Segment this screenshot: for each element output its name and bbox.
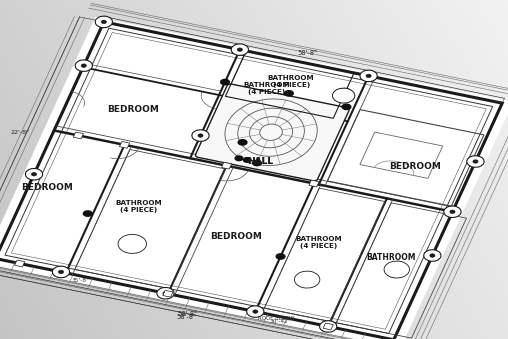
Bar xyxy=(163,290,173,297)
Circle shape xyxy=(467,156,484,167)
Circle shape xyxy=(295,271,320,288)
Text: 58'-8": 58'-8" xyxy=(176,314,196,320)
Circle shape xyxy=(101,20,106,24)
Circle shape xyxy=(231,44,248,55)
Circle shape xyxy=(81,64,86,67)
Text: BATHROOM
(4 PIECE): BATHROOM (4 PIECE) xyxy=(295,236,342,250)
Circle shape xyxy=(284,90,294,97)
Circle shape xyxy=(163,292,168,295)
Text: 22'-8": 22'-8" xyxy=(10,130,29,135)
Text: HALL: HALL xyxy=(247,157,273,166)
Circle shape xyxy=(234,155,243,161)
Bar xyxy=(5,28,493,334)
Text: BATHROOM
(4 PIECE): BATHROOM (4 PIECE) xyxy=(268,75,314,88)
Circle shape xyxy=(83,210,93,217)
Circle shape xyxy=(247,306,264,317)
Circle shape xyxy=(430,254,435,257)
Circle shape xyxy=(25,168,43,180)
Bar xyxy=(119,141,130,148)
Circle shape xyxy=(384,261,409,278)
Text: HALL: HALL xyxy=(247,157,273,166)
Circle shape xyxy=(473,160,478,163)
Text: BEDROOM: BEDROOM xyxy=(107,105,159,114)
Circle shape xyxy=(253,310,258,313)
Circle shape xyxy=(198,134,203,137)
Circle shape xyxy=(58,270,64,274)
Circle shape xyxy=(220,79,230,85)
Circle shape xyxy=(118,235,146,254)
Text: 58'-8": 58'-8" xyxy=(178,311,198,317)
Circle shape xyxy=(320,321,337,332)
Bar xyxy=(309,180,319,187)
Text: BATHROOM
(4 PIECE): BATHROOM (4 PIECE) xyxy=(115,200,162,213)
Circle shape xyxy=(275,253,285,260)
Text: BATHROOM: BATHROOM xyxy=(367,253,416,262)
Text: BEDROOM: BEDROOM xyxy=(21,183,73,192)
Bar xyxy=(11,33,486,329)
Circle shape xyxy=(252,160,262,166)
Bar xyxy=(15,260,25,267)
Text: 35'-8": 35'-8" xyxy=(72,278,90,283)
Circle shape xyxy=(95,16,112,28)
Bar xyxy=(75,149,226,289)
Circle shape xyxy=(192,130,209,141)
Circle shape xyxy=(75,60,92,72)
Circle shape xyxy=(366,74,371,78)
Circle shape xyxy=(332,88,355,103)
Bar xyxy=(73,132,83,139)
Circle shape xyxy=(237,48,242,51)
Bar xyxy=(360,132,443,178)
Text: BATHROOM
(4 PIECE): BATHROOM (4 PIECE) xyxy=(244,82,291,95)
Bar xyxy=(226,51,354,118)
Text: 58'-8": 58'-8" xyxy=(297,51,317,56)
Text: BEDROOM: BEDROOM xyxy=(389,162,440,171)
Circle shape xyxy=(424,250,441,261)
Circle shape xyxy=(243,157,252,163)
Bar xyxy=(327,109,484,206)
Text: 30'-42": 30'-42" xyxy=(269,319,291,324)
Circle shape xyxy=(444,206,461,218)
Text: BEDROOM: BEDROOM xyxy=(210,232,262,241)
Bar xyxy=(323,323,333,330)
Circle shape xyxy=(450,210,455,214)
FancyBboxPatch shape xyxy=(196,84,349,181)
Circle shape xyxy=(31,173,37,176)
Circle shape xyxy=(341,103,352,110)
Bar xyxy=(221,162,232,169)
Circle shape xyxy=(157,287,174,299)
Circle shape xyxy=(326,325,331,328)
Bar xyxy=(0,17,508,339)
Circle shape xyxy=(360,70,377,82)
Circle shape xyxy=(237,139,247,146)
Text: ROOF BELOW: ROOF BELOW xyxy=(258,316,294,321)
Bar xyxy=(0,22,502,339)
Bar xyxy=(336,203,466,338)
Bar xyxy=(264,188,385,321)
Circle shape xyxy=(52,266,70,278)
